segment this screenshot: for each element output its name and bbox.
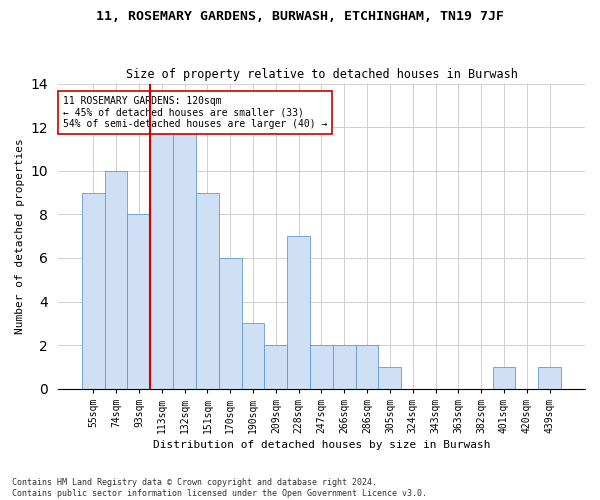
Bar	[127, 214, 151, 389]
X-axis label: Distribution of detached houses by size in Burwash: Distribution of detached houses by size …	[153, 440, 490, 450]
Bar	[310, 345, 333, 389]
Text: Contains HM Land Registry data © Crown copyright and database right 2024.
Contai: Contains HM Land Registry data © Crown c…	[12, 478, 427, 498]
Bar	[82, 192, 104, 389]
Bar	[104, 171, 127, 389]
Bar	[151, 127, 173, 389]
Text: 11, ROSEMARY GARDENS, BURWASH, ETCHINGHAM, TN19 7JF: 11, ROSEMARY GARDENS, BURWASH, ETCHINGHA…	[96, 10, 504, 23]
Bar	[493, 367, 515, 389]
Title: Size of property relative to detached houses in Burwash: Size of property relative to detached ho…	[125, 68, 517, 81]
Bar	[379, 367, 401, 389]
Y-axis label: Number of detached properties: Number of detached properties	[15, 138, 25, 334]
Bar	[333, 345, 356, 389]
Bar	[356, 345, 379, 389]
Bar	[173, 127, 196, 389]
Bar	[196, 192, 219, 389]
Bar	[287, 236, 310, 389]
Text: 11 ROSEMARY GARDENS: 120sqm
← 45% of detached houses are smaller (33)
54% of sem: 11 ROSEMARY GARDENS: 120sqm ← 45% of det…	[63, 96, 328, 129]
Bar	[242, 324, 265, 389]
Bar	[265, 345, 287, 389]
Bar	[538, 367, 561, 389]
Bar	[219, 258, 242, 389]
